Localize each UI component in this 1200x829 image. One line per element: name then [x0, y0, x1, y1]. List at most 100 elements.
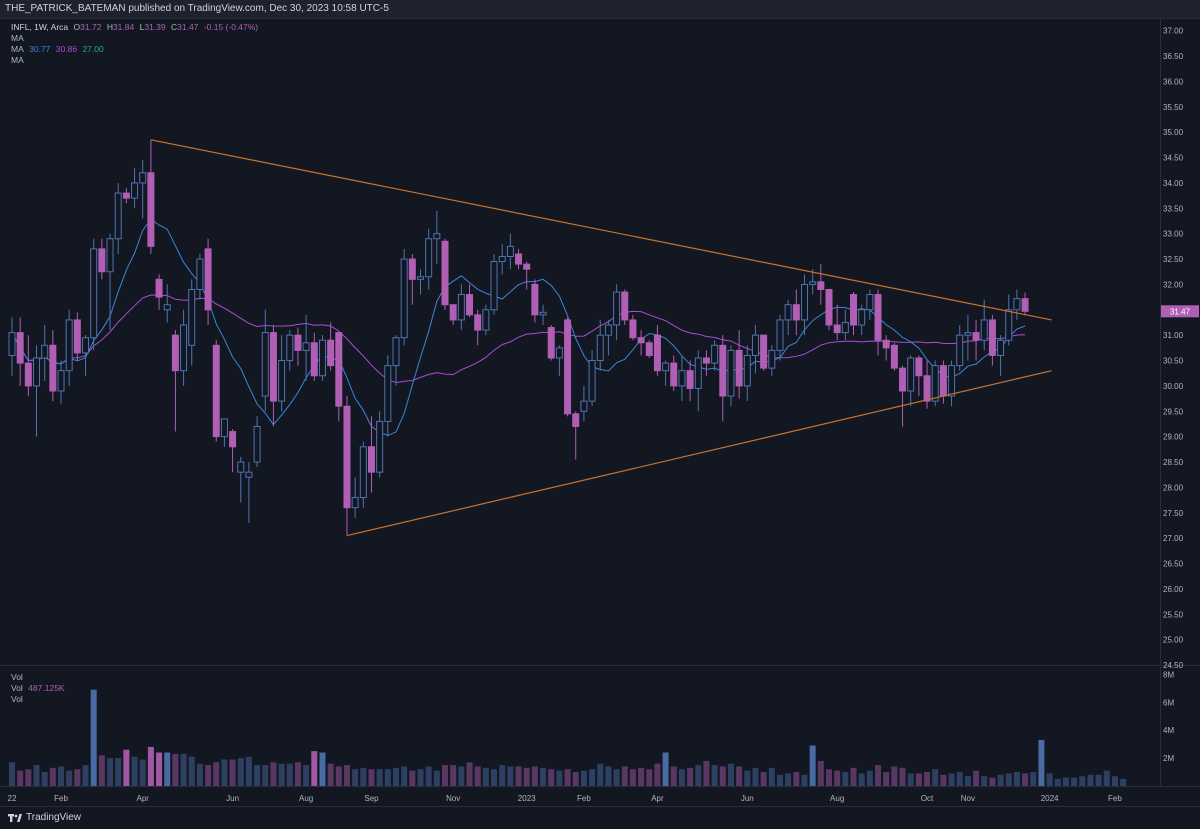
candle-up — [131, 182, 139, 199]
volume-bar — [662, 752, 669, 786]
volume-bar — [368, 769, 375, 786]
volume-bar — [1111, 776, 1118, 786]
volume-bar — [180, 753, 187, 786]
candle-up — [809, 281, 817, 285]
volume-bar — [589, 769, 596, 786]
candle-down — [915, 357, 923, 377]
volume-bar — [638, 767, 645, 786]
volume-bar — [221, 759, 228, 786]
candle-up — [948, 365, 956, 397]
candle-up — [866, 294, 874, 311]
trendline-upper — [150, 139, 1052, 321]
price-tick-label: 35.50 — [1163, 103, 1184, 112]
candle-down — [98, 248, 106, 273]
ma2-legend: MA 30.77 30.86 27.00 — [11, 44, 107, 55]
volume-bar — [442, 765, 449, 786]
candle-down — [939, 365, 947, 397]
volume-bar — [205, 765, 212, 786]
candle-up — [907, 357, 915, 392]
volume-bar — [229, 759, 236, 786]
candle-down — [833, 324, 841, 334]
volume-bar — [90, 689, 97, 786]
legend-low: 31.39 — [144, 22, 166, 32]
volume-bar — [866, 770, 873, 786]
volume-bar — [875, 765, 882, 786]
volume-bar — [147, 746, 154, 786]
candle-down — [572, 413, 580, 427]
ma2-value-3: 27.00 — [82, 44, 104, 54]
candle-down — [670, 362, 678, 387]
price-tick-label: 33.50 — [1163, 204, 1184, 213]
legend-symbol: INFL, 1W, Arca — [11, 22, 69, 32]
volume-bar — [785, 773, 792, 786]
time-tick-label: Feb — [1108, 794, 1122, 803]
candle-up — [253, 425, 261, 463]
trendline-lower — [346, 370, 1052, 537]
candle-down — [890, 344, 898, 369]
candle-up — [751, 334, 759, 356]
volume-bar — [768, 767, 775, 786]
time-tick-label: Jun — [741, 794, 754, 803]
candle-down — [49, 344, 57, 392]
candle-down — [760, 334, 768, 369]
ma1-legend: MA — [11, 33, 27, 44]
volume-bar — [727, 763, 734, 786]
volume-bar — [425, 766, 432, 786]
volume-bar — [392, 767, 399, 786]
volume-bar — [352, 769, 359, 786]
candle-down — [515, 253, 523, 265]
candle-up — [997, 339, 1005, 356]
volume-bar — [343, 765, 350, 786]
candle-down — [335, 332, 343, 407]
price-tick-label: 27.00 — [1163, 534, 1184, 543]
candle-up — [482, 309, 490, 331]
candle-up — [163, 304, 171, 311]
volume-bar — [1095, 774, 1102, 786]
candle-up — [980, 319, 988, 341]
candle-up — [784, 304, 792, 321]
candle-up — [400, 258, 408, 339]
candle-down — [24, 362, 32, 387]
legend-high: 31.84 — [112, 22, 135, 32]
time-tick-label: 2023 — [518, 794, 536, 803]
candle-up — [188, 288, 196, 346]
candle-up — [727, 349, 735, 397]
candle-up — [956, 334, 964, 367]
tradingview-brand[interactable]: TradingView — [8, 812, 81, 823]
time-tick-label: Apr — [651, 794, 664, 803]
time-tick-label: Sep — [364, 794, 379, 803]
candle-up — [392, 337, 400, 367]
volume-bar — [809, 745, 816, 786]
candle-down — [1021, 298, 1029, 312]
candle-up — [678, 370, 686, 387]
candle-down — [825, 288, 833, 326]
candle-up — [457, 294, 465, 321]
volume-bar — [1062, 777, 1069, 786]
time-tick-label: Feb — [577, 794, 591, 803]
candle-up — [604, 324, 612, 336]
candle-down — [882, 339, 890, 349]
volume-bar — [286, 763, 293, 786]
volume-tick-label: 2M — [1163, 754, 1174, 763]
volume-bar — [409, 770, 416, 786]
price-tick-label: 29.50 — [1163, 407, 1184, 416]
candle-down — [923, 375, 931, 402]
time-tick-label: Aug — [830, 794, 844, 803]
candle-down — [850, 294, 858, 326]
time-tick-label: Apr — [136, 794, 149, 803]
legend-close: 31.47 — [177, 22, 199, 32]
candle-down — [229, 431, 237, 448]
volume-bar — [66, 770, 73, 786]
volume-bar — [695, 765, 702, 786]
volume-bar — [123, 749, 130, 786]
volume-bar — [401, 766, 408, 786]
price-tick-label: 32.00 — [1163, 280, 1184, 289]
volume-bar — [899, 767, 906, 786]
candle-up — [90, 248, 98, 339]
volume-bar — [213, 762, 220, 786]
volume-bar — [989, 777, 996, 786]
price-tick-label: 27.50 — [1163, 509, 1184, 518]
volume-bar — [540, 767, 547, 786]
tradingview-logo-icon — [8, 813, 22, 822]
